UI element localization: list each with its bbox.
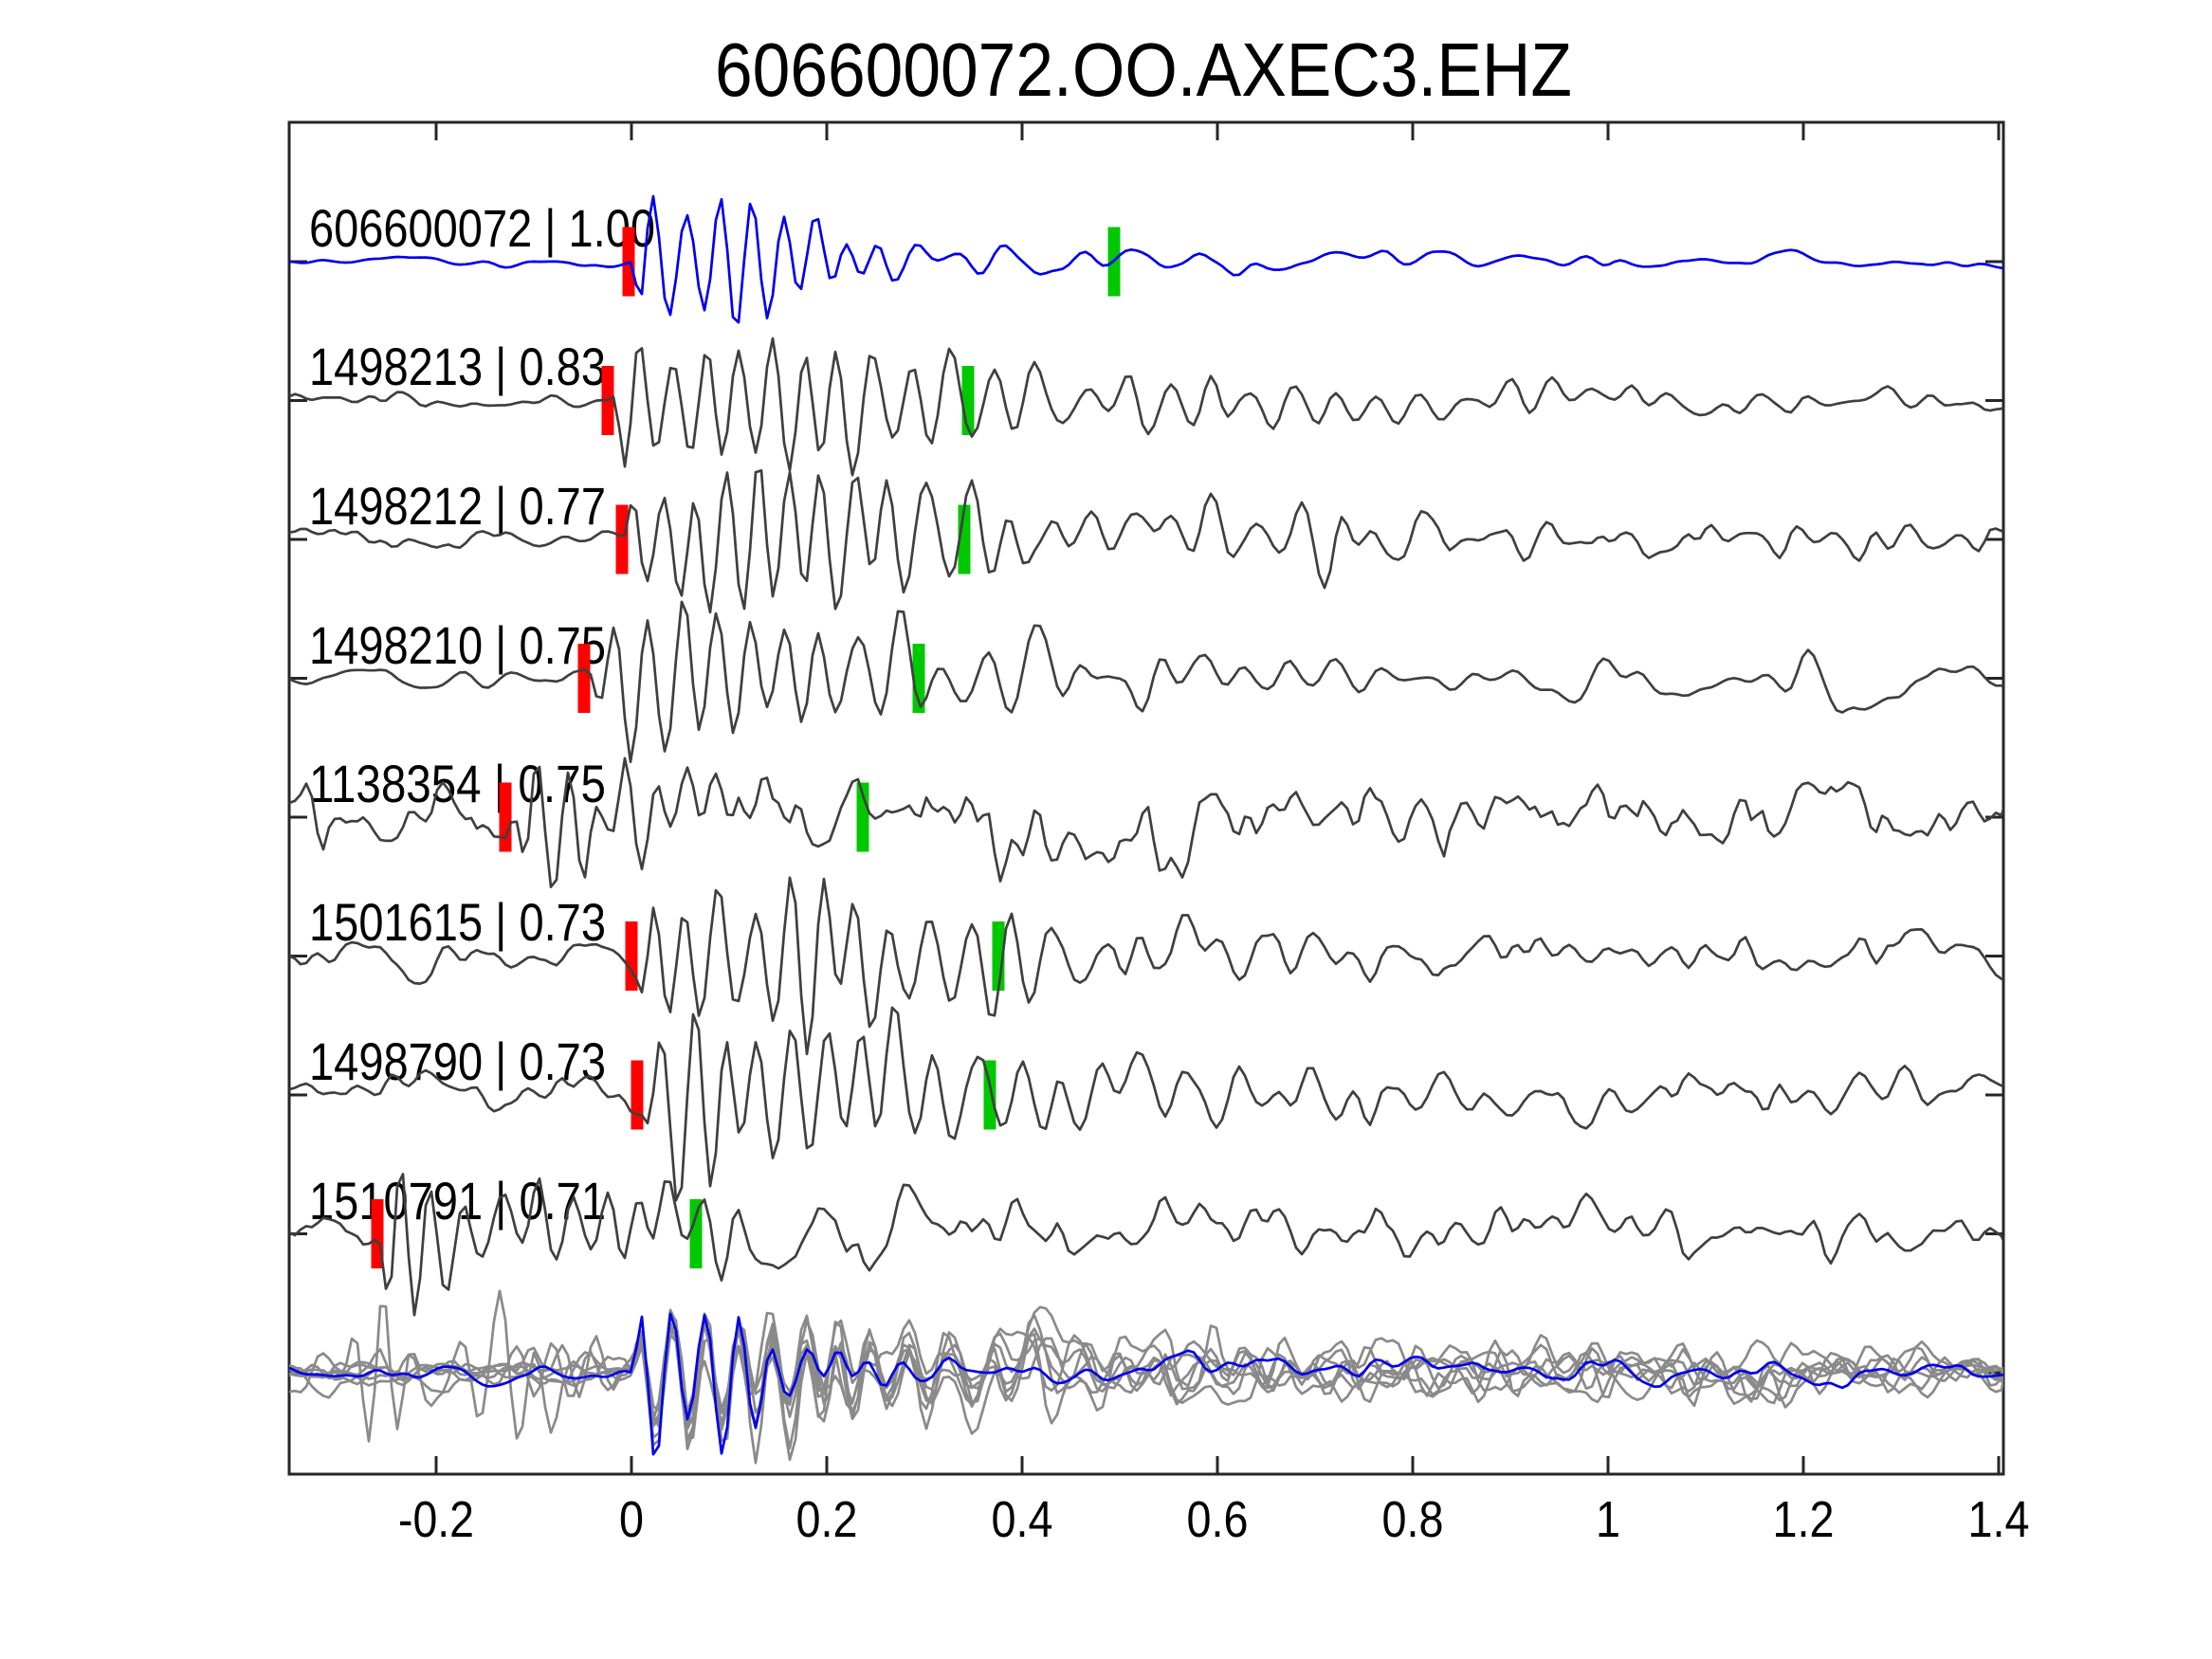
svg-text:1.2: 1.2 [1773,1491,1835,1548]
svg-text:1138354 | 0.75: 1138354 | 0.75 [309,754,606,813]
svg-text:1.4: 1.4 [1968,1491,2030,1548]
svg-text:606600072.OO.AXEC3.EHZ: 606600072.OO.AXEC3.EHZ [715,27,1572,112]
svg-text:0.6: 0.6 [1187,1491,1249,1548]
svg-text:1498790 | 0.73: 1498790 | 0.73 [309,1031,606,1091]
svg-text:1: 1 [1596,1491,1620,1548]
svg-text:-0.2: -0.2 [398,1491,474,1548]
svg-text:0.2: 0.2 [796,1491,858,1548]
svg-text:1498213 | 0.83: 1498213 | 0.83 [309,337,606,396]
svg-text:0.4: 0.4 [992,1491,1053,1548]
svg-text:1498212 | 0.77: 1498212 | 0.77 [309,476,606,536]
svg-text:606600072 | 1.00: 606600072 | 1.00 [309,198,655,258]
svg-text:1501615 | 0.73: 1501615 | 0.73 [309,892,606,952]
svg-text:0.8: 0.8 [1382,1491,1444,1548]
svg-text:1498210 | 0.75: 1498210 | 0.75 [309,615,606,675]
svg-text:0: 0 [619,1491,644,1548]
